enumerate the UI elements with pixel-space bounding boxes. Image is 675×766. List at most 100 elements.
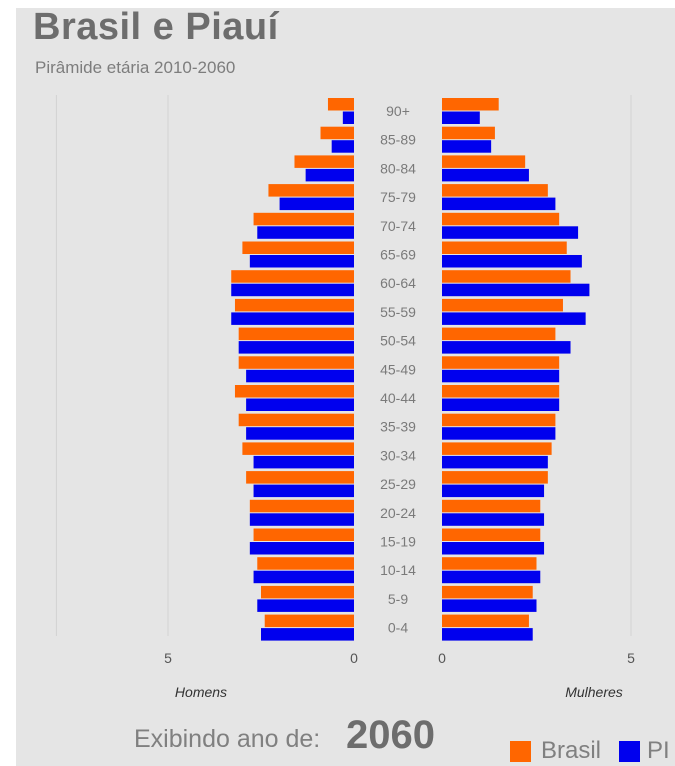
category-label: 90+ <box>386 103 410 119</box>
bar-homens-brasil-15-19 <box>253 528 354 541</box>
bar-homens-pi-65-69 <box>249 255 354 268</box>
legend-label-pi: PI <box>647 737 670 764</box>
bar-mulheres-pi-15-19 <box>442 542 545 555</box>
bar-mulheres-pi-90+ <box>442 111 480 124</box>
legend-label-brasil: Brasil <box>541 737 602 764</box>
x-tick-label-mulheres: 5 <box>627 650 635 666</box>
bar-mulheres-pi-10-14 <box>442 570 541 584</box>
bar-mulheres-pi-0-4 <box>442 628 533 641</box>
category-label: 5-9 <box>388 591 408 607</box>
category-label: 20-24 <box>380 505 416 521</box>
bar-mulheres-brasil-90+ <box>442 98 499 111</box>
x-axis-label-mulheres: Mulheres <box>565 684 623 700</box>
bar-homens-pi-60-64 <box>231 283 354 297</box>
bar-homens-brasil-50-54 <box>238 327 354 341</box>
x-tick-label-homens: 0 <box>350 650 358 666</box>
bar-mulheres-brasil-50-54 <box>442 327 556 341</box>
bar-homens-brasil-40-44 <box>234 385 354 398</box>
category-label: 80-84 <box>380 160 416 176</box>
bar-homens-pi-30-34 <box>253 455 354 469</box>
year-display-value: 2060 <box>346 713 435 757</box>
bar-mulheres-pi-20-24 <box>442 513 545 526</box>
bar-mulheres-brasil-5-9 <box>442 585 533 599</box>
bar-mulheres-pi-75-79 <box>442 197 556 211</box>
bar-homens-pi-55-59 <box>231 312 354 325</box>
bar-homens-pi-0-4 <box>261 628 354 641</box>
bar-homens-pi-25-29 <box>253 484 354 498</box>
bar-mulheres-brasil-55-59 <box>442 298 563 312</box>
category-label: 0-4 <box>388 620 408 636</box>
bar-homens-brasil-90+ <box>327 98 354 111</box>
x-axis-label-homens: Homens <box>175 684 227 700</box>
bar-homens-pi-5-9 <box>257 599 354 612</box>
bar-mulheres-pi-85-89 <box>442 140 492 153</box>
bar-homens-pi-35-39 <box>246 427 354 440</box>
bar-homens-brasil-80-84 <box>294 155 354 168</box>
bar-homens-brasil-70-74 <box>253 212 354 226</box>
category-label: 30-34 <box>380 447 416 463</box>
bar-mulheres-pi-80-84 <box>442 168 529 182</box>
page-subtitle: Pirâmide etária 2010-2060 <box>35 58 236 77</box>
year-display-label: Exibindo ano de: <box>134 725 321 753</box>
category-label: 70-74 <box>380 218 416 234</box>
category-label: 75-79 <box>380 189 416 205</box>
bar-mulheres-pi-70-74 <box>442 226 579 239</box>
bar-homens-pi-75-79 <box>279 197 354 211</box>
bar-homens-pi-90+ <box>342 111 354 124</box>
category-label: 45-49 <box>380 361 416 377</box>
bar-homens-brasil-35-39 <box>238 413 354 427</box>
category-label: 35-39 <box>380 419 416 435</box>
category-label: 10-14 <box>380 562 416 578</box>
bar-homens-pi-50-54 <box>238 341 354 354</box>
bar-homens-brasil-65-69 <box>242 241 354 254</box>
bar-mulheres-pi-35-39 <box>442 427 556 440</box>
category-label: 65-69 <box>380 247 416 263</box>
bar-homens-brasil-25-29 <box>246 471 354 484</box>
page-title: Brasil e Piauí <box>33 6 279 48</box>
category-label: 15-19 <box>380 534 416 550</box>
bar-homens-brasil-0-4 <box>264 614 354 628</box>
bar-mulheres-brasil-10-14 <box>442 557 537 570</box>
legend-swatch-brasil <box>510 741 531 762</box>
bar-mulheres-brasil-20-24 <box>442 499 541 513</box>
chart-legend: Brasil PI <box>510 736 675 766</box>
category-label: 25-29 <box>380 476 416 492</box>
bar-mulheres-brasil-0-4 <box>442 614 529 628</box>
bar-homens-pi-20-24 <box>249 513 354 526</box>
bar-mulheres-brasil-65-69 <box>442 241 567 254</box>
category-label: 60-64 <box>380 275 416 291</box>
bar-mulheres-brasil-85-89 <box>442 126 495 140</box>
category-label: 40-44 <box>380 390 416 406</box>
bar-homens-brasil-85-89 <box>320 126 354 140</box>
bar-homens-pi-40-44 <box>246 398 354 411</box>
bar-homens-brasil-5-9 <box>261 585 354 599</box>
bar-mulheres-pi-50-54 <box>442 341 571 354</box>
bar-homens-pi-45-49 <box>246 369 354 383</box>
bar-mulheres-pi-40-44 <box>442 398 560 411</box>
bar-homens-brasil-55-59 <box>234 298 354 312</box>
bar-mulheres-brasil-25-29 <box>442 471 548 484</box>
bar-homens-brasil-10-14 <box>257 557 354 570</box>
bar-homens-brasil-45-49 <box>238 356 354 369</box>
bar-homens-brasil-30-34 <box>242 442 354 455</box>
x-tick-label-homens: 5 <box>164 650 172 666</box>
bar-mulheres-pi-55-59 <box>442 312 586 325</box>
bar-homens-brasil-20-24 <box>249 499 354 513</box>
x-tick-label-mulheres: 0 <box>438 650 446 666</box>
bar-mulheres-brasil-75-79 <box>442 184 548 197</box>
bar-homens-pi-15-19 <box>249 542 354 555</box>
category-label: 55-59 <box>380 304 416 320</box>
bar-mulheres-brasil-15-19 <box>442 528 541 541</box>
bar-mulheres-pi-5-9 <box>442 599 537 612</box>
bar-mulheres-brasil-40-44 <box>442 385 560 398</box>
bar-mulheres-brasil-70-74 <box>442 212 560 226</box>
bar-homens-brasil-60-64 <box>231 270 354 283</box>
bar-homens-brasil-75-79 <box>268 184 354 197</box>
bar-mulheres-brasil-60-64 <box>442 270 571 283</box>
bar-homens-pi-85-89 <box>331 140 354 153</box>
bar-homens-pi-10-14 <box>253 570 354 584</box>
bar-homens-pi-70-74 <box>257 226 354 239</box>
bar-mulheres-brasil-35-39 <box>442 413 556 427</box>
bar-mulheres-pi-30-34 <box>442 455 548 469</box>
